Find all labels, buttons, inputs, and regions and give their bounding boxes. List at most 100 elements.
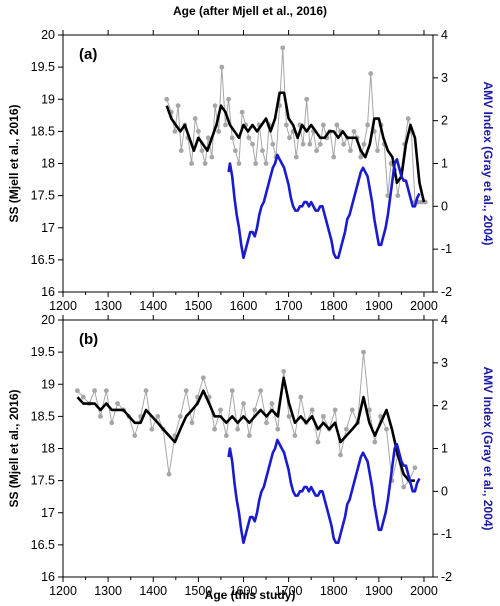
raw-data-point <box>209 154 215 160</box>
raw-data-point <box>109 420 115 426</box>
raw-data-point <box>269 401 275 406</box>
y-tick-label: 17.5 <box>31 474 55 488</box>
y2-tick-label: 1 <box>441 442 448 456</box>
raw-data-point <box>300 141 306 147</box>
raw-data-point <box>401 484 407 490</box>
raw-data-point <box>115 401 120 406</box>
raw-data-point <box>205 135 211 141</box>
plot-frame <box>62 319 434 578</box>
y2-tick-label: -2 <box>441 570 452 584</box>
raw-data-point <box>202 161 208 166</box>
raw-data-point <box>235 426 241 432</box>
raw-data-point <box>75 388 80 394</box>
raw-data-point <box>236 161 242 166</box>
raw-data-point <box>264 420 269 426</box>
raw-data-point <box>216 128 222 134</box>
raw-data-point <box>315 439 321 445</box>
x-tick-label: 1500 <box>184 584 212 598</box>
raw-data-point <box>178 148 184 154</box>
raw-data-point <box>348 148 353 154</box>
raw-data-point <box>246 433 252 439</box>
raw-data-point <box>281 369 287 374</box>
x-tick-label: 1200 <box>49 299 77 313</box>
y-tick-label: 18.5 <box>31 124 55 138</box>
raw-data-point <box>166 471 172 477</box>
y2-tick-label: -1 <box>441 527 452 541</box>
x-tick-label: 1600 <box>230 584 258 598</box>
raw-data-point <box>232 148 238 154</box>
y-tick-label: 18 <box>41 157 55 171</box>
raw-data-point <box>317 141 323 147</box>
y2-tick-label: 1 <box>441 157 448 171</box>
raw-data-point <box>200 375 206 381</box>
raw-data-point <box>250 141 255 147</box>
y2-tick-label: 4 <box>441 28 448 42</box>
y-tick-label: 19.5 <box>31 60 55 74</box>
raw-data-point <box>331 154 337 160</box>
y2-tick-label: 4 <box>441 313 448 327</box>
raw-data-point <box>287 135 292 141</box>
raw-data-point <box>349 407 355 413</box>
y-tick-label: 16.5 <box>31 253 55 267</box>
raw-data-point <box>189 161 194 166</box>
y2-tick-label: 3 <box>441 71 448 85</box>
x-tick-label: 1300 <box>94 299 122 313</box>
panel-b: 1200 1300 1400 1500 1600 1700 1800 1900 20001616… <box>7 313 495 598</box>
x-tick-label: 1700 <box>275 299 303 313</box>
raw-data-point <box>229 135 235 141</box>
y2-axis-title: AMV Index (Gray et al., 2004) <box>481 366 495 530</box>
raw-data-point <box>320 122 326 128</box>
y-tick-label: 17.5 <box>31 189 55 203</box>
bottom-axis-title: Age (this study) <box>205 588 296 602</box>
raw-data-point <box>223 122 228 128</box>
raw-data-point <box>252 407 258 413</box>
raw-data-point <box>189 420 195 426</box>
x-tick-label: 1500 <box>184 299 212 313</box>
raw-data-point <box>320 413 326 419</box>
top-axis-title: Age (after Mjell et al., 2016) <box>173 4 327 18</box>
raw-data-point <box>183 388 189 394</box>
y-tick-label: 19.5 <box>31 345 55 359</box>
raw-data-point <box>292 433 298 439</box>
raw-data-point <box>307 141 313 147</box>
raw-data-point <box>149 426 155 432</box>
y2-axis-title: AMV Index (Gray et al., 2004) <box>481 81 495 245</box>
raw-data-point <box>280 45 286 51</box>
raw-data-point <box>361 349 366 355</box>
y2-tick-label: 3 <box>441 356 448 370</box>
raw-data-point <box>143 388 149 394</box>
y2-tick-label: 2 <box>441 399 448 413</box>
amv-index-line <box>227 438 421 545</box>
raw-data-point <box>175 103 181 109</box>
y-tick-label: 16.5 <box>31 538 55 552</box>
raw-data-point <box>334 122 340 128</box>
y-tick-label: 18 <box>41 442 55 456</box>
raw-series-line <box>166 47 426 203</box>
x-tick-label: 2000 <box>410 299 438 313</box>
raw-data-point <box>212 103 218 109</box>
raw-data-point <box>260 148 265 154</box>
raw-data-point <box>351 128 357 134</box>
raw-data-point <box>192 116 198 121</box>
raw-data-point <box>241 401 246 406</box>
panel-label: (a) <box>79 46 97 63</box>
y-tick-label: 19 <box>41 92 55 106</box>
raw-data-point <box>226 96 231 102</box>
y-tick-label: 20 <box>41 28 55 42</box>
raw-data-point <box>395 193 401 199</box>
raw-data-point <box>253 161 259 166</box>
raw-data-point <box>275 426 281 432</box>
raw-data-point <box>80 394 86 400</box>
raw-data-point <box>218 407 223 413</box>
x-tick-label: 1900 <box>365 584 393 598</box>
raw-data-point <box>384 426 389 432</box>
raw-data-point <box>195 128 201 134</box>
y-tick-label: 16 <box>41 570 55 584</box>
raw-data-point <box>405 116 411 121</box>
raw-data-point <box>286 413 292 419</box>
raw-data-point <box>314 148 319 154</box>
plot-frame <box>62 34 434 293</box>
x-tick-label: 1700 <box>275 584 303 598</box>
raw-data-point <box>263 161 269 166</box>
raw-data-point <box>177 413 183 419</box>
